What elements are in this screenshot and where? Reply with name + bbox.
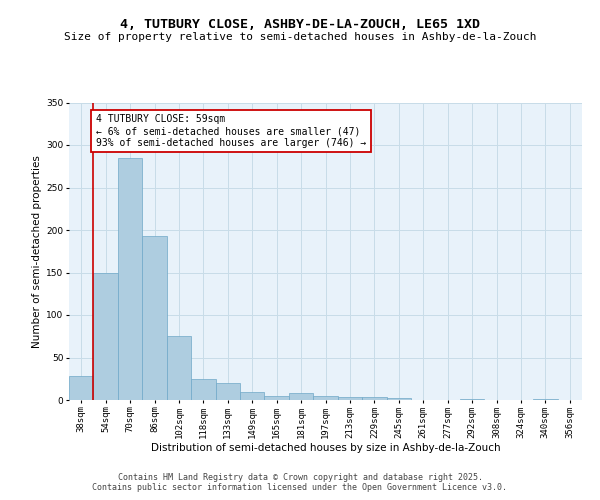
Bar xyxy=(69,376,94,400)
Bar xyxy=(533,399,557,400)
Bar xyxy=(118,158,142,400)
Bar xyxy=(313,396,338,400)
Bar xyxy=(362,398,386,400)
Y-axis label: Number of semi-detached properties: Number of semi-detached properties xyxy=(32,155,42,348)
Bar xyxy=(240,392,265,400)
Bar xyxy=(386,398,411,400)
Bar xyxy=(338,396,362,400)
X-axis label: Distribution of semi-detached houses by size in Ashby-de-la-Zouch: Distribution of semi-detached houses by … xyxy=(151,444,500,454)
Bar xyxy=(94,272,118,400)
Bar xyxy=(265,396,289,400)
Bar xyxy=(142,236,167,400)
Bar xyxy=(460,399,484,400)
Text: 4, TUTBURY CLOSE, ASHBY-DE-LA-ZOUCH, LE65 1XD: 4, TUTBURY CLOSE, ASHBY-DE-LA-ZOUCH, LE6… xyxy=(120,18,480,30)
Bar xyxy=(289,393,313,400)
Text: 4 TUTBURY CLOSE: 59sqm
← 6% of semi-detached houses are smaller (47)
93% of semi: 4 TUTBURY CLOSE: 59sqm ← 6% of semi-deta… xyxy=(96,114,366,148)
Bar xyxy=(167,336,191,400)
Bar xyxy=(191,379,215,400)
Bar xyxy=(215,383,240,400)
Text: Size of property relative to semi-detached houses in Ashby-de-la-Zouch: Size of property relative to semi-detach… xyxy=(64,32,536,42)
Text: Contains HM Land Registry data © Crown copyright and database right 2025.
Contai: Contains HM Land Registry data © Crown c… xyxy=(92,473,508,492)
